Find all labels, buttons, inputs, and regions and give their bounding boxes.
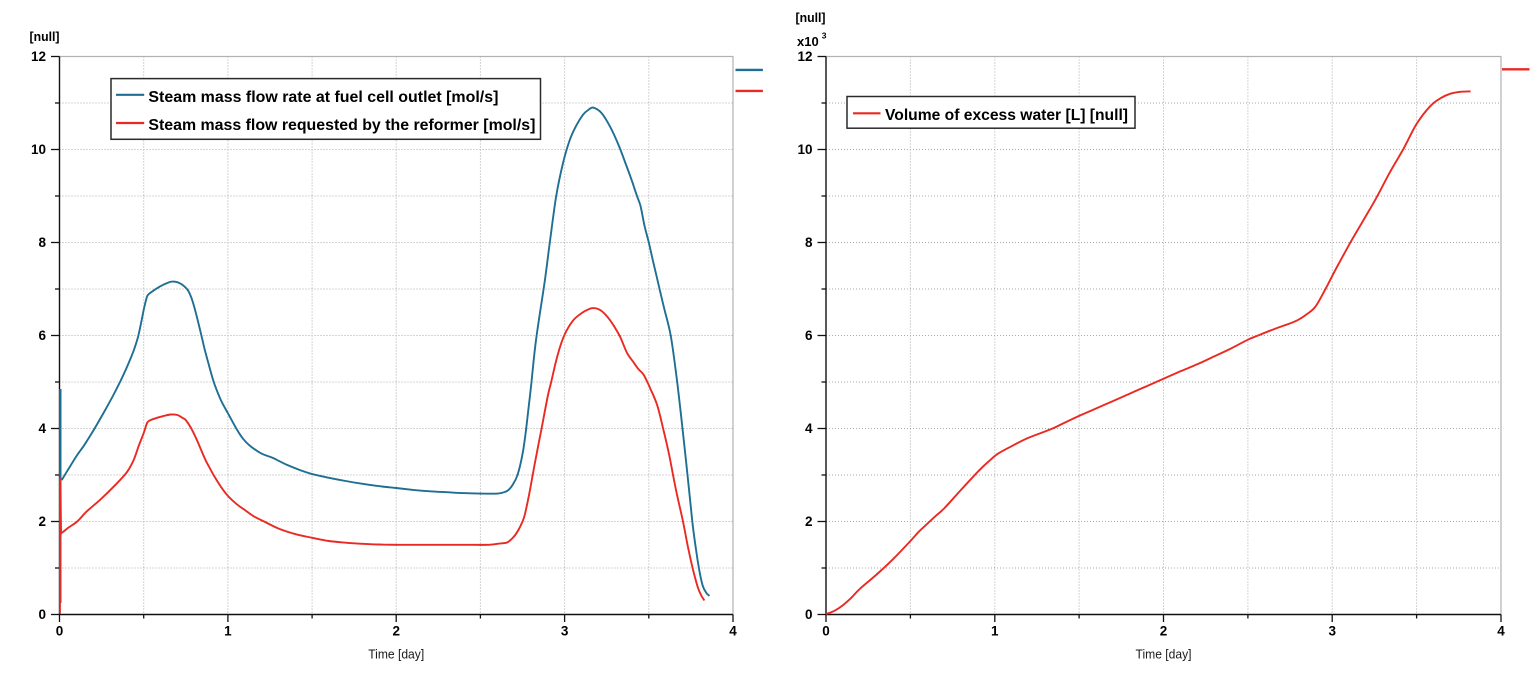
svg-text:10: 10 [31, 142, 46, 157]
svg-text:2: 2 [1160, 624, 1168, 639]
svg-text:0: 0 [822, 624, 830, 639]
svg-text:3: 3 [1328, 624, 1336, 639]
svg-text:12: 12 [797, 49, 812, 64]
svg-text:Steam mass flow rate at fuel c: Steam mass flow rate at fuel cell outlet… [148, 89, 498, 106]
svg-text:[null]: [null] [796, 10, 826, 25]
svg-text:8: 8 [805, 235, 813, 250]
svg-text:2: 2 [38, 514, 46, 529]
svg-text:0: 0 [38, 607, 46, 622]
svg-text:Steam mass flow requested by t: Steam mass flow requested by the reforme… [148, 117, 535, 134]
svg-text:Time [day]: Time [day] [1136, 647, 1192, 662]
svg-text:12: 12 [31, 49, 46, 64]
svg-text:6: 6 [805, 328, 813, 343]
svg-text:[null]: [null] [30, 29, 60, 44]
svg-text:2: 2 [805, 514, 813, 529]
svg-text:Time [day]: Time [day] [368, 647, 424, 662]
svg-text:4: 4 [1497, 624, 1505, 639]
svg-text:3: 3 [822, 31, 827, 41]
svg-text:Volume of excess water [L] [nu: Volume of excess water [L] [null] [885, 107, 1128, 124]
svg-text:3: 3 [561, 624, 569, 639]
svg-text:0: 0 [56, 624, 64, 639]
svg-text:1: 1 [224, 624, 232, 639]
svg-text:2: 2 [392, 624, 400, 639]
svg-text:0: 0 [805, 607, 813, 622]
svg-text:10: 10 [797, 142, 812, 157]
svg-text:6: 6 [38, 328, 46, 343]
svg-text:8: 8 [38, 235, 46, 250]
svg-text:x10: x10 [797, 34, 819, 49]
svg-text:1: 1 [991, 624, 999, 639]
svg-text:4: 4 [38, 421, 46, 436]
svg-text:4: 4 [805, 421, 813, 436]
svg-text:4: 4 [729, 624, 737, 639]
